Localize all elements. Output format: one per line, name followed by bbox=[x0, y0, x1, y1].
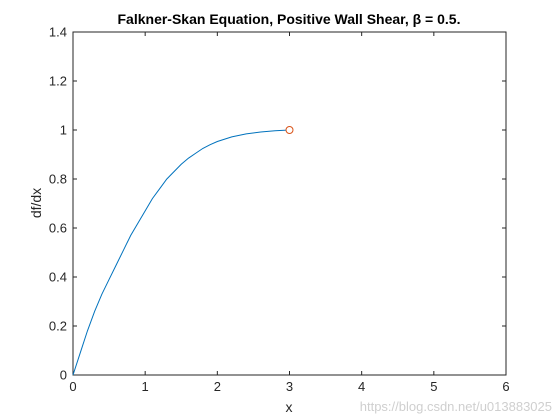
y-axis-label: df/dx bbox=[28, 188, 44, 218]
y-tick-label: 1.2 bbox=[49, 74, 67, 89]
x-tick-label: 5 bbox=[430, 379, 437, 394]
axes-box bbox=[72, 31, 507, 376]
x-tick-label: 3 bbox=[286, 379, 293, 394]
endpoint-marker bbox=[285, 126, 294, 134]
chart-title: Falkner-Skan Equation, Positive Wall She… bbox=[118, 11, 461, 27]
x-tick-label: 6 bbox=[502, 379, 509, 394]
y-tick-label: 1 bbox=[60, 123, 67, 138]
y-axis-ticks: 0 0.2 0.4 0.6 0.8 1 1.2 1.4 bbox=[49, 25, 506, 383]
y-tick-label: 0.2 bbox=[49, 319, 67, 334]
series-layer bbox=[72, 129, 290, 376]
x-tick-label: 4 bbox=[358, 379, 365, 394]
y-tick-label: 1.4 bbox=[49, 25, 67, 40]
y-tick-label: 0 bbox=[60, 368, 67, 383]
plot-area bbox=[72, 31, 507, 376]
marker-layer bbox=[285, 126, 294, 134]
x-tick-label: 0 bbox=[69, 379, 76, 394]
y-tick-label: 0.8 bbox=[49, 172, 67, 187]
x-axis-ticks: 0 1 2 3 4 5 6 bbox=[69, 32, 510, 394]
y-tick-label: 0.6 bbox=[49, 221, 67, 236]
series-line bbox=[72, 129, 290, 376]
x-axis-label: x bbox=[286, 399, 293, 415]
watermark-text: https://blog.csdn.net/u013883025 bbox=[359, 399, 552, 414]
x-tick-label: 1 bbox=[142, 379, 149, 394]
x-tick-label: 2 bbox=[214, 379, 221, 394]
y-tick-label: 0.4 bbox=[49, 270, 67, 285]
